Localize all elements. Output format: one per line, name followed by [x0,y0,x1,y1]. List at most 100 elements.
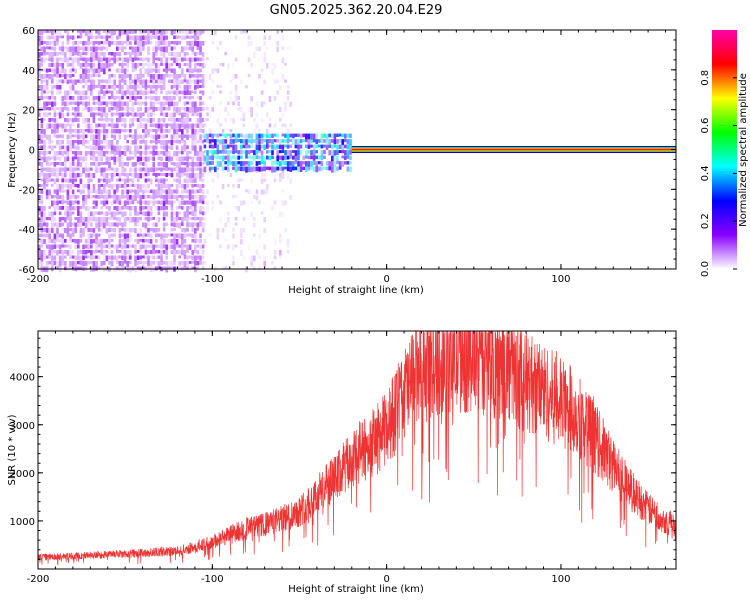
heatmap-cell [157,156,161,161]
heatmap-cell [64,30,67,33]
heatmap-cell [129,74,132,80]
heatmap-cell [48,140,51,145]
heatmap-cell [84,156,88,161]
heatmap-cell [113,96,116,101]
heatmap-cell [242,139,246,144]
heatmap-cell [129,46,132,50]
heatmap-cell [97,222,101,228]
heatmap-cell [194,85,197,90]
heatmap-cell [118,79,122,86]
heatmap-cell [71,167,75,174]
heatmap-cell [40,134,44,141]
heatmap-cell [196,79,200,85]
heatmap-cell [51,167,54,173]
heatmap-cell [227,144,230,149]
heatmap-cell [199,233,202,239]
heatmap-cell [84,261,88,266]
heatmap-cell [196,46,200,50]
heatmap-cell [116,255,119,262]
heatmap-cell [121,41,124,46]
heatmap-cell [206,155,209,161]
heatmap-cell [134,68,137,72]
heatmap-cell [79,151,83,156]
heatmap-cell [56,68,59,74]
heatmap-cell [66,129,70,133]
heatmap-cell [100,239,103,245]
heatmap-cell [263,52,266,58]
heatmap-cell [139,184,142,190]
heatmap-cell [152,107,155,112]
x-tick-label: 0 [383,574,389,585]
heatmap-cell [61,261,64,266]
heatmap-cell [307,150,311,154]
heatmap-cell [152,101,155,108]
heatmap-cell [199,151,202,156]
heatmap-cell [71,222,75,226]
heatmap-cell [320,139,324,144]
heatmap-cell [165,140,168,146]
heatmap-cell [273,161,277,165]
heatmap-cell [152,134,155,140]
heatmap-cell [181,233,184,240]
heatmap-cell [284,155,287,160]
heatmap-cell [97,228,101,232]
heatmap-cell [196,266,200,271]
heatmap-cell [92,156,96,161]
heatmap-cell [199,195,202,201]
heatmap-cell [123,211,127,217]
heatmap-cell [40,217,44,222]
heatmap-cell [194,261,197,266]
heatmap-cell [84,79,88,85]
heatmap-cell [188,156,192,160]
heatmap-cell [105,173,109,178]
heatmap-cell [53,52,57,57]
heatmap-cell [315,144,318,149]
heatmap-cell [69,118,72,122]
heatmap-cell [157,261,161,267]
heatmap-cell [61,46,64,52]
heatmap-cell [116,173,119,177]
heatmap-cell [108,123,111,127]
heatmap-cell [123,79,127,86]
heatmap-cell [131,156,135,160]
heatmap-cell [92,35,96,39]
heatmap-cell [95,244,98,251]
heatmap-cell [38,68,41,74]
heatmap-cell [92,68,96,75]
heatmap-cell [56,167,59,173]
heatmap-cell [186,79,189,85]
heatmap-cell [175,112,179,116]
heatmap-cell [48,74,51,80]
heatmap-cell [108,140,111,146]
heatmap-cell [170,145,174,150]
heatmap-cell [271,161,274,167]
heatmap-cell [157,63,161,68]
heatmap-cell [253,129,256,135]
heatmap-cell [181,151,184,155]
heatmap-cell [234,74,238,79]
heatmap-cell [273,133,277,137]
heatmap-cell [160,162,163,167]
heatmap-cell [108,233,111,239]
heatmap-cell [168,129,171,134]
heatmap-cell [196,162,200,167]
heatmap-cell [318,161,321,165]
heatmap-cell [77,250,80,256]
heatmap-cell [227,155,230,162]
heatmap-cell [211,155,214,161]
heatmap-cell [61,184,64,189]
heatmap-cell [108,162,111,169]
heatmap-cell [121,178,124,182]
heatmap-cell [173,129,176,135]
heatmap-cell [245,144,248,149]
heatmap-cell [45,217,49,221]
heatmap-cell [123,41,127,44]
heatmap-cell [61,101,64,106]
heatmap-cell [64,239,67,243]
heatmap-cell [69,74,72,79]
heatmap-cell [155,184,158,188]
heatmap-cell [105,250,109,254]
heatmap-cell [43,112,46,117]
heatmap-cell [170,266,174,270]
heatmap-cell [100,35,103,39]
